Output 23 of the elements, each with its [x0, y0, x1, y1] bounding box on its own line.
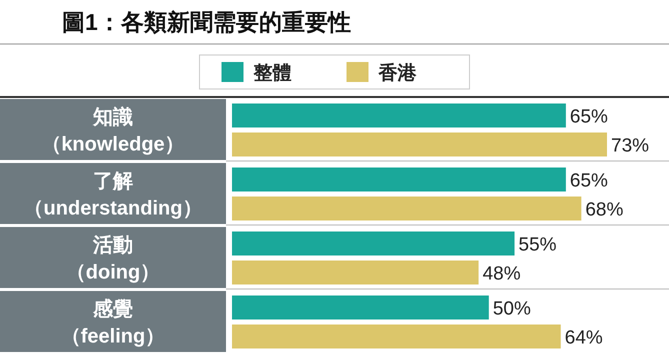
data-label: 68% [585, 200, 624, 220]
y-tick-label: 活動（doing） [66, 234, 160, 284]
bar [232, 324, 561, 348]
bar [232, 296, 489, 320]
y-tick-label: 感覺（feeling） [60, 298, 166, 348]
legend-label: 香港 [378, 62, 418, 84]
data-label: 65% [570, 106, 608, 128]
data-label: 73% [611, 136, 650, 156]
data-label: 48% [482, 264, 521, 284]
bar [232, 260, 479, 284]
legend-label: 整體 [252, 63, 292, 84]
data-label: 64% [564, 328, 603, 348]
chart-title: 圖1：各類新聞需要的重要性 [62, 9, 351, 35]
data-label: 55% [518, 234, 557, 256]
bar [232, 196, 582, 220]
y-tick-label: 了解（understanding） [24, 170, 202, 220]
bar [232, 132, 607, 156]
data-label: 50% [492, 298, 531, 320]
y-tick-label: 知識（knowledge） [41, 106, 185, 156]
bar [232, 104, 566, 128]
bar [232, 232, 515, 256]
bar [232, 168, 566, 192]
data-label: 65% [570, 170, 608, 192]
